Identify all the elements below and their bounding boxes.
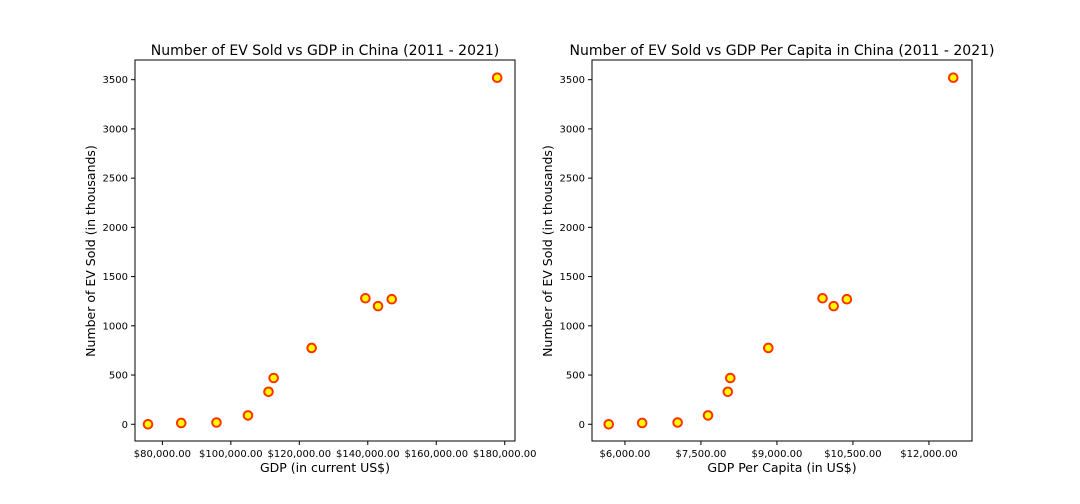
x-tick-label: $9,000.00: [751, 449, 802, 460]
y-tick-label: 3000: [103, 124, 128, 135]
data-point: [672, 417, 683, 428]
plot-area-frame: [591, 59, 973, 442]
data-point: [263, 386, 274, 398]
scatter-points: [142, 72, 503, 430]
data-point: [763, 342, 774, 354]
data-point: [725, 372, 736, 384]
y-tick-label: 500: [109, 371, 128, 382]
data-point: [306, 342, 317, 354]
y-tick-label: 2000: [560, 223, 585, 234]
y-tick-label: 1000: [560, 321, 585, 332]
chart-title: Number of EV Sold vs GDP in China (2011 …: [151, 43, 500, 59]
x-tick-label: $100,000.00: [199, 449, 263, 460]
x-tick-label: $140,000.00: [336, 449, 400, 460]
data-point: [702, 410, 714, 421]
y-tick-label: 3500: [103, 75, 128, 86]
x-tick-label: $10,500.00: [824, 449, 881, 460]
data-point: [841, 293, 853, 305]
y-axis-label: Number of EV Sold (in thousands): [540, 145, 555, 357]
x-tick-label: $120,000.00: [268, 449, 332, 460]
data-point: [947, 72, 959, 84]
x-tick-label: $80,000.00: [134, 449, 191, 460]
y-tick-label: 2000: [103, 223, 128, 234]
data-point: [360, 292, 371, 304]
data-point: [268, 372, 279, 384]
x-axis-label: GDP Per Capita (in US$): [707, 460, 856, 475]
data-point: [603, 418, 615, 430]
x-axis: $6,000.00 $7,500.00 $9,000.00 $10,500.00 $12…: [599, 441, 958, 460]
x-tick-label: $6,000.00: [599, 449, 650, 460]
y-tick-label: 0: [579, 420, 585, 431]
data-point: [242, 410, 254, 421]
y-tick-label: 500: [566, 371, 585, 382]
x-axis: $80,000.00 $100,000.00 $120,000.00 $140,000…: [134, 441, 537, 460]
data-point: [372, 300, 384, 312]
y-tick-label: 1000: [103, 321, 128, 332]
plot-area-frame: [134, 59, 516, 442]
y-tick-label: 3500: [560, 75, 585, 86]
y-axis: 0 500 1000 1500 2000 2500 3000 3500: [103, 75, 135, 431]
data-point: [491, 72, 503, 84]
y-tick-label: 2500: [560, 174, 585, 185]
y-tick-label: 0: [122, 420, 128, 431]
y-axis: 0 500 1000 1500 2000 2500 3000 3500: [560, 75, 592, 431]
data-point: [211, 417, 222, 428]
y-tick-label: 1500: [103, 272, 128, 283]
y-tick-label: 2500: [103, 174, 128, 185]
data-point: [386, 293, 398, 305]
data-point: [828, 300, 839, 312]
x-tick-label: $180,000.00: [473, 449, 537, 460]
gdp-per-capita-chart: Number of EV Sold vs GDP Per Capita in C…: [540, 43, 994, 475]
x-axis-label: GDP (in current US$): [260, 460, 390, 475]
gdp-chart: Number of EV Sold vs GDP in China (2011 …: [83, 43, 537, 475]
y-axis-label: Number of EV Sold (in thousands): [83, 145, 98, 357]
x-tick-label: $160,000.00: [404, 449, 468, 460]
x-tick-label: $7,500.00: [675, 449, 726, 460]
scatter-points: [603, 72, 959, 430]
data-point: [817, 292, 828, 304]
y-tick-label: 1500: [560, 272, 585, 283]
data-point: [636, 417, 648, 429]
x-tick-label: $12,000.00: [900, 449, 957, 460]
y-tick-label: 3000: [560, 124, 585, 135]
data-point: [722, 386, 734, 398]
data-point: [142, 418, 154, 430]
chart-title: Number of EV Sold vs GDP Per Capita in C…: [570, 43, 995, 59]
data-point: [175, 417, 187, 429]
